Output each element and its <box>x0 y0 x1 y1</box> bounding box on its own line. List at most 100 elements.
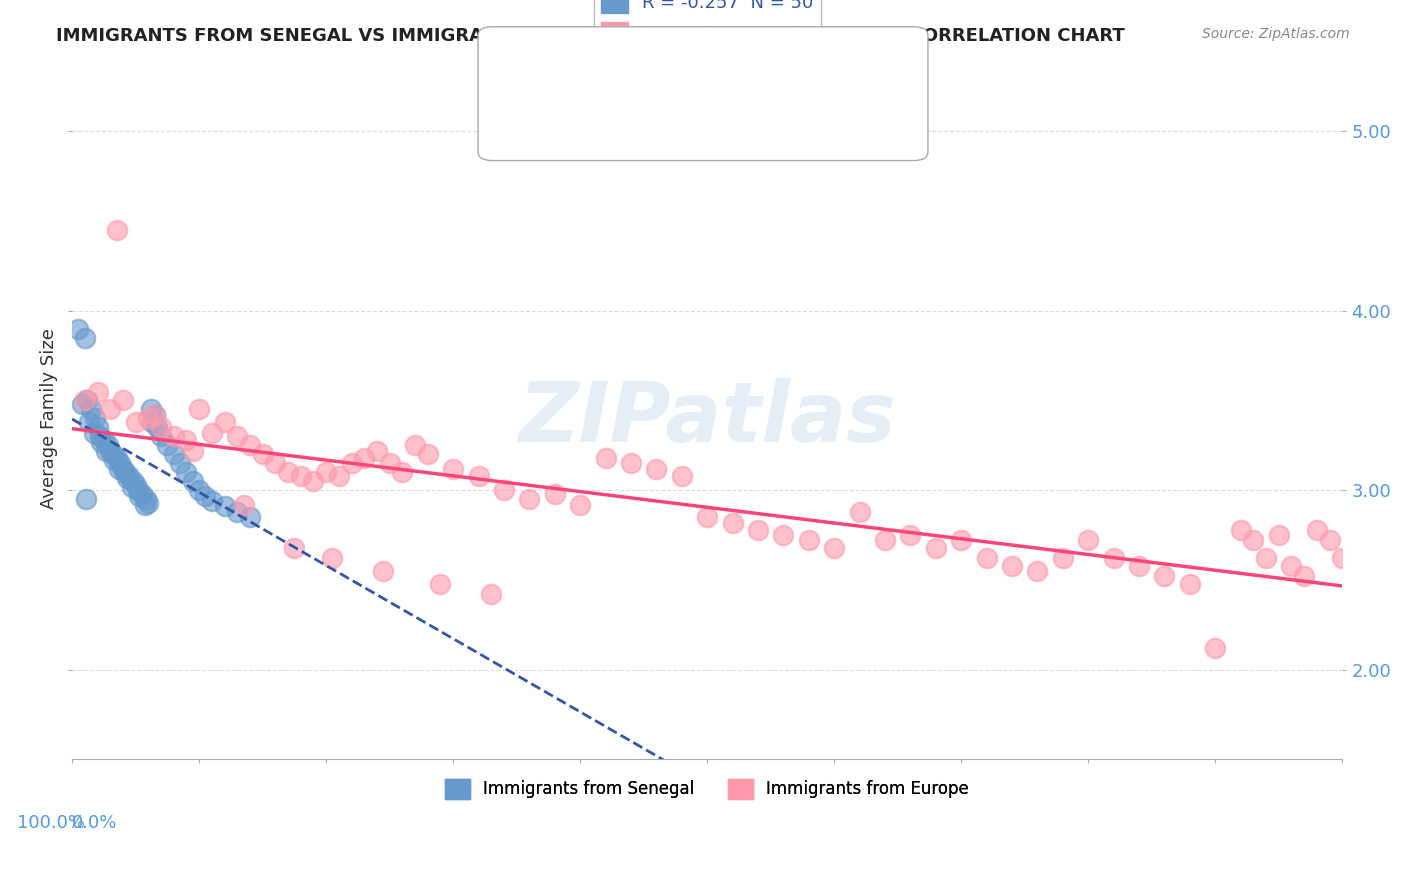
Point <box>366 443 388 458</box>
Point <box>1153 569 1175 583</box>
Point <box>156 438 179 452</box>
Point <box>479 587 502 601</box>
Point <box>925 541 948 555</box>
Y-axis label: Average Family Size: Average Family Size <box>39 328 58 508</box>
Point <box>315 465 337 479</box>
Point <box>898 528 921 542</box>
Point <box>645 461 668 475</box>
Point <box>163 429 186 443</box>
Point <box>544 487 567 501</box>
Point <box>1178 576 1201 591</box>
Point <box>441 461 464 475</box>
Point <box>75 492 97 507</box>
Point <box>97 438 120 452</box>
Point <box>110 456 132 470</box>
Point <box>124 478 146 492</box>
Point <box>416 447 439 461</box>
Point <box>105 223 128 237</box>
Point <box>340 456 363 470</box>
Point <box>1204 641 1226 656</box>
Text: Source: ZipAtlas.com: Source: ZipAtlas.com <box>1202 27 1350 41</box>
Point <box>373 564 395 578</box>
Point <box>1102 551 1125 566</box>
Point <box>1267 528 1289 542</box>
Point <box>569 498 592 512</box>
Point <box>1052 551 1074 566</box>
Point <box>169 456 191 470</box>
Point <box>84 411 107 425</box>
Point <box>620 456 643 470</box>
Point <box>96 443 118 458</box>
Point <box>111 393 134 408</box>
Point <box>467 468 489 483</box>
Point <box>404 438 426 452</box>
Point <box>143 408 166 422</box>
Point <box>127 483 149 498</box>
Point <box>696 510 718 524</box>
Point <box>747 523 769 537</box>
Point <box>1319 533 1341 548</box>
Point <box>176 465 198 479</box>
Point <box>517 492 540 507</box>
Point <box>797 533 820 548</box>
Point <box>1001 558 1024 573</box>
Point <box>1281 558 1303 573</box>
Point <box>277 465 299 479</box>
Point <box>321 551 343 566</box>
Point <box>163 447 186 461</box>
Point <box>429 576 451 591</box>
Point <box>108 461 131 475</box>
Point <box>139 402 162 417</box>
Point <box>143 408 166 422</box>
Point <box>121 480 143 494</box>
Text: IMMIGRANTS FROM SENEGAL VS IMMIGRANTS FROM EUROPE AVERAGE FAMILY SIZE CORRELATIO: IMMIGRANTS FROM SENEGAL VS IMMIGRANTS FR… <box>56 27 1125 45</box>
Point <box>848 505 870 519</box>
Point <box>772 528 794 542</box>
Point <box>93 433 115 447</box>
Point <box>146 420 169 434</box>
Point <box>90 434 112 449</box>
Point <box>118 468 141 483</box>
Point <box>181 443 204 458</box>
Point <box>89 429 111 443</box>
Point <box>86 420 108 434</box>
Point <box>214 500 236 514</box>
Point <box>76 393 98 408</box>
Point <box>1331 551 1354 566</box>
Point <box>264 456 287 470</box>
Point <box>101 447 124 461</box>
Point <box>671 468 693 483</box>
Point <box>328 468 350 483</box>
Point <box>83 425 105 440</box>
Point <box>136 496 159 510</box>
Point <box>134 498 156 512</box>
Point <box>595 450 617 465</box>
Point <box>232 498 254 512</box>
Point <box>873 533 896 548</box>
Point <box>188 402 211 417</box>
Point <box>80 402 103 417</box>
Point <box>115 471 138 485</box>
Point <box>353 450 375 465</box>
Point <box>67 322 90 336</box>
Point <box>1306 523 1329 537</box>
Point <box>103 452 125 467</box>
Point <box>131 487 153 501</box>
Point <box>1294 569 1316 583</box>
Point <box>201 494 224 508</box>
Point <box>141 415 163 429</box>
Text: 100.0%: 100.0% <box>17 814 84 832</box>
Point <box>122 475 145 489</box>
Point <box>226 429 249 443</box>
Point <box>188 483 211 498</box>
Point <box>124 415 146 429</box>
Point <box>111 461 134 475</box>
Point <box>391 465 413 479</box>
Point <box>1229 523 1251 537</box>
Point <box>226 505 249 519</box>
Point <box>1026 564 1049 578</box>
Point <box>214 415 236 429</box>
Point <box>976 551 998 566</box>
Point <box>98 443 121 458</box>
Point <box>73 331 96 345</box>
